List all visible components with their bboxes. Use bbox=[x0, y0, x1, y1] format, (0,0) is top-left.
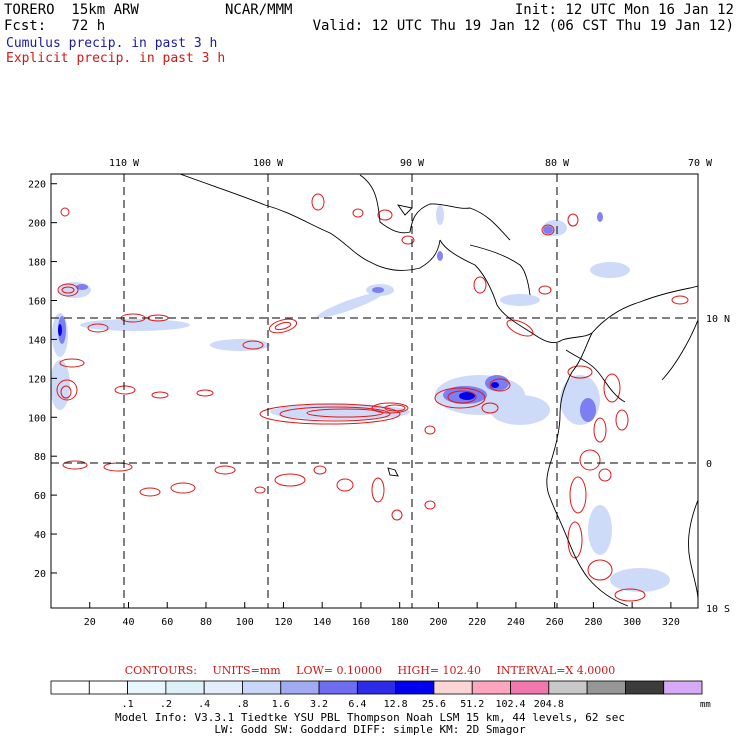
colorbar-label: .8 bbox=[236, 699, 248, 710]
model-info-line2: LW: Godd SW: Goddard DIFF: simple KM: 2D… bbox=[214, 723, 526, 736]
colorbar-swatch bbox=[318, 680, 358, 695]
x-axis-ticks: 20 40 60 80 100 120 140 160 180 200 220 240 260 280 30… bbox=[84, 602, 680, 628]
colorbar-label: .4 bbox=[198, 699, 210, 710]
colorbar-swatch bbox=[471, 680, 511, 695]
y-tick-label: 140 bbox=[28, 335, 46, 346]
y-tick-label: 40 bbox=[34, 530, 46, 541]
lat-lon-grid bbox=[51, 174, 698, 608]
x-tick-label: 260 bbox=[546, 617, 564, 628]
colorbar-swatch bbox=[433, 680, 473, 695]
colorbar-label: .1 bbox=[122, 699, 134, 710]
y-tick-label: 220 bbox=[28, 180, 46, 191]
y-tick-label: 200 bbox=[28, 219, 46, 230]
x-tick-label: 200 bbox=[429, 617, 447, 628]
x-tick-label: 20 bbox=[84, 617, 96, 628]
cumulus-shading bbox=[51, 205, 670, 592]
y-tick-label: 160 bbox=[28, 297, 46, 308]
y-tick-label: 180 bbox=[28, 258, 46, 269]
lat-label-0: 0 bbox=[706, 459, 712, 470]
colorbar-swatch bbox=[280, 680, 320, 695]
colorbar-swatch bbox=[165, 680, 205, 695]
contours-info: CONTOURS: UNITS=mm LOW= 0.10000 HIGH= 10… bbox=[0, 664, 740, 677]
model-title: TORERO 15km ARW bbox=[4, 2, 139, 18]
lon-label-70w: 70 W bbox=[688, 158, 713, 169]
contours-label: CONTOURS: bbox=[124, 664, 197, 677]
x-tick-label: 160 bbox=[352, 617, 370, 628]
x-tick-label: 40 bbox=[122, 617, 134, 628]
x-tick-label: 240 bbox=[507, 617, 525, 628]
y-tick-label: 100 bbox=[28, 413, 46, 424]
model-info-line1: Model Info: V3.3.1 Tiedtke YSU PBL Thomp… bbox=[115, 711, 625, 724]
colorbar-swatch bbox=[548, 680, 588, 695]
colorbar-label: 51.2 bbox=[460, 699, 484, 710]
y-tick-label: 120 bbox=[28, 374, 46, 385]
lon-label-80w: 80 W bbox=[545, 158, 570, 169]
colorbar-unit: mm bbox=[700, 700, 711, 710]
colorbar-swatch bbox=[203, 680, 243, 695]
explicit-legend: Explicit precip. in past 3 h bbox=[6, 51, 226, 66]
x-tick-label: 100 bbox=[236, 617, 254, 628]
lon-label-100w: 100 W bbox=[253, 158, 284, 169]
colorbar-label: 12.8 bbox=[384, 699, 408, 710]
contours-low: LOW= 0.10000 bbox=[296, 664, 382, 677]
forecast-hour: Fcst: 72 h bbox=[4, 18, 106, 34]
lat-label-10s: 10 S bbox=[706, 604, 730, 615]
explicit-contours bbox=[56, 193, 689, 602]
colorbar-label: 3.2 bbox=[310, 699, 328, 710]
x-tick-label: 300 bbox=[623, 617, 641, 628]
cumulus-legend: Cumulus precip. in past 3 h bbox=[6, 36, 218, 51]
colorbar-swatch bbox=[356, 680, 397, 695]
x-tick-label: 80 bbox=[200, 617, 212, 628]
init-time: Init: 12 UTC Mon 16 Jan 12 bbox=[514, 2, 734, 18]
valid-time: Valid: 12 UTC Thu 19 Jan 12 (06 CST Thu … bbox=[312, 18, 734, 34]
y-axis-ticks: 220 200 180 160 140 120 100 80 60 40 20 bbox=[28, 180, 57, 580]
contours-high: HIGH= 102.40 bbox=[397, 664, 482, 677]
colorbar-swatch bbox=[663, 680, 703, 695]
colorbar-label: 204.8 bbox=[534, 699, 564, 710]
colorbar-swatch bbox=[242, 680, 282, 695]
y-tick-label: 60 bbox=[34, 491, 46, 502]
lon-label-90w: 90 W bbox=[400, 158, 425, 169]
x-tick-label: 280 bbox=[584, 617, 602, 628]
colorbar-label: 1.6 bbox=[272, 699, 290, 710]
colorbar-label: 6.4 bbox=[348, 699, 366, 710]
x-tick-label: 60 bbox=[161, 617, 173, 628]
cumulus-core bbox=[58, 324, 499, 400]
x-tick-label: 220 bbox=[468, 617, 486, 628]
x-tick-label: 140 bbox=[313, 617, 331, 628]
colorbar-label: .2 bbox=[160, 699, 172, 710]
x-tick-label: 180 bbox=[391, 617, 409, 628]
precip-layer bbox=[51, 174, 698, 607]
colorbar-label: 25.6 bbox=[422, 699, 446, 710]
contours-units: UNITS=mm bbox=[212, 664, 281, 677]
colorbar-swatch bbox=[127, 680, 167, 695]
colorbar-swatch bbox=[50, 680, 90, 695]
colorbar-labels: .1 .2 .4 .8 1.6 3.2 6.4 12.8 25.6 51.2 102.4 204.8 bbox=[122, 699, 564, 710]
colorbar-swatch bbox=[88, 680, 128, 695]
coastlines bbox=[179, 174, 698, 607]
lon-label-110w: 110 W bbox=[109, 158, 140, 169]
colorbar bbox=[50, 680, 703, 695]
colorbar-swatch bbox=[510, 680, 550, 695]
colorbar-swatch bbox=[395, 680, 435, 695]
organization-label: NCAR/MMM bbox=[225, 2, 293, 18]
lat-label-10n: 10 N bbox=[706, 314, 730, 325]
colorbar-swatch bbox=[586, 680, 626, 695]
x-tick-label: 320 bbox=[662, 617, 680, 628]
y-tick-label: 20 bbox=[34, 569, 46, 580]
colorbar-swatch bbox=[625, 680, 665, 695]
map-frame bbox=[50, 173, 699, 609]
x-tick-label: 120 bbox=[274, 617, 292, 628]
colorbar-label: 102.4 bbox=[495, 699, 525, 710]
contours-interval: INTERVAL=X 4.0000 bbox=[496, 664, 616, 677]
y-tick-label: 80 bbox=[34, 452, 46, 463]
